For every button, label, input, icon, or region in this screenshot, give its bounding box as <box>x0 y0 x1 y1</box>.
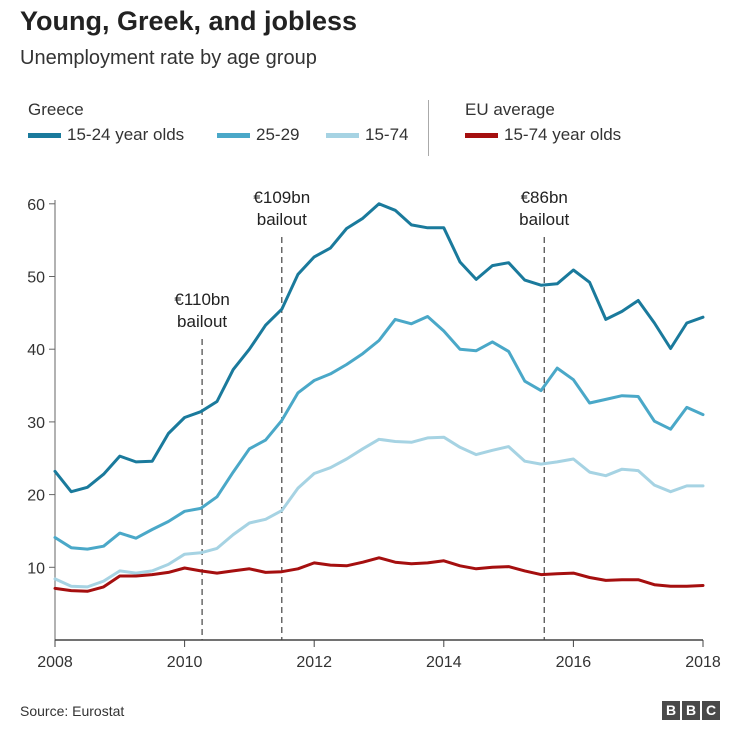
legend-label: 15-74 <box>365 125 409 144</box>
legend-label: 25-29 <box>256 125 300 144</box>
logo-letter: C <box>702 701 720 720</box>
y-tick-label: 20 <box>27 488 45 505</box>
chart-title: Young, Greek, and jobless <box>20 6 358 36</box>
legend-group-greece: Greece <box>28 100 84 119</box>
y-tick-label: 40 <box>27 342 45 359</box>
legend-item-greece-15-74: 15-74 <box>326 125 408 145</box>
legend-divider <box>428 100 429 156</box>
series-line-25-29 <box>53 315 705 551</box>
y-tick-label: 10 <box>27 560 45 577</box>
y-tick-label: 50 <box>27 270 45 287</box>
series-line-15-74-year-olds <box>53 556 705 593</box>
x-tick-label: 2014 <box>426 654 462 671</box>
bailout-label-amount: €86bn <box>521 188 568 207</box>
legend-label: 15-74 year olds <box>504 125 622 144</box>
bailout-label-word: bailout <box>177 312 227 331</box>
x-tick-label: 2018 <box>685 654 721 671</box>
bailout-label-amount: €109bn <box>253 188 310 207</box>
y-tick-label: 60 <box>27 197 45 214</box>
chart-subtitle: Unemployment rate by age group <box>20 47 317 69</box>
x-tick-label: 2008 <box>37 654 73 671</box>
legend-item-greece-25-29: 25-29 <box>217 125 299 145</box>
legend-swatch <box>465 132 498 138</box>
source-note: Source: Eurostat <box>20 703 125 719</box>
logo-letter: B <box>662 701 680 720</box>
legend-swatch <box>326 132 359 138</box>
y-tick-label: 30 <box>27 415 45 432</box>
bailout-label-word: bailout <box>257 210 307 229</box>
bailout-label-amount: €110bn <box>174 290 229 309</box>
x-tick-label: 2010 <box>167 654 203 671</box>
x-tick-label: 2012 <box>296 654 332 671</box>
series-line-15-74 <box>53 435 705 589</box>
series-line-15-24-year-olds <box>53 202 705 494</box>
legend-label: 15-24 year olds <box>67 125 185 144</box>
legend-group-eu: EU average <box>465 100 555 119</box>
bailout-label-word: bailout <box>519 210 569 229</box>
legend-item-eu-15-74: 15-74 year olds <box>465 125 621 145</box>
legend-swatch <box>217 132 250 138</box>
bbc-logo: B B C <box>662 701 720 720</box>
legend-item-greece-15-24: 15-24 year olds <box>28 125 184 145</box>
x-tick-label: 2016 <box>556 654 592 671</box>
logo-letter: B <box>682 701 700 720</box>
legend-swatch <box>28 132 61 138</box>
